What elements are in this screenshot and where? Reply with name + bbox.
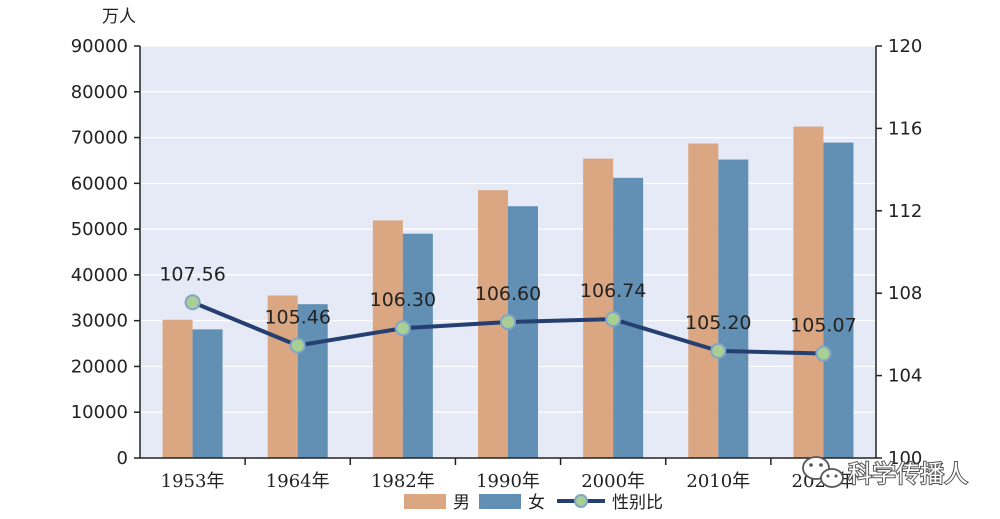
watermark-text: 科学传播人 [848, 460, 968, 488]
right-axis-tick-label: 104 [888, 366, 922, 387]
male-bar [162, 319, 193, 458]
left-axis-tick-label: 80000 [71, 82, 128, 103]
sex-ratio-data-label: 105.46 [264, 307, 330, 329]
sex-ratio-marker [500, 314, 516, 331]
right-axis-tick-label: 108 [888, 283, 922, 304]
male-bar [688, 143, 719, 459]
legend-label-sex-ratio: 性别比 [612, 493, 663, 513]
category-label: 1982年 [371, 471, 435, 492]
sex-ratio-marker [184, 294, 201, 311]
right-axis-tick-label: 112 [888, 201, 922, 222]
sex-ratio-marker [394, 320, 411, 337]
category-label: 2000年 [581, 471, 645, 492]
male-bar [793, 126, 824, 459]
left-axis-tick-label: 50000 [71, 219, 128, 240]
legend-label-male: 男 [453, 493, 470, 513]
watermark: 科学传播人 [802, 456, 969, 489]
left-axis-tick-label: 40000 [71, 265, 128, 286]
right-axis-tick-label: 116 [888, 118, 922, 139]
male-bar [267, 295, 298, 458]
wechat-icon [802, 456, 844, 488]
sex-ratio-line [184, 294, 832, 362]
sex-ratio-marker [815, 345, 832, 362]
sex-ratio-marker [605, 311, 622, 328]
female-bar [297, 304, 328, 458]
category-label: 2010年 [686, 471, 750, 492]
sex-ratio-marker [710, 342, 727, 359]
legend-swatch-female [479, 494, 521, 509]
right-axis-tick-label: 120 [888, 36, 922, 57]
sex-ratio-marker [289, 337, 306, 354]
x-axis-ticks [244, 458, 772, 465]
legend-label-female: 女 [528, 493, 545, 513]
category-label: 1964年 [266, 471, 330, 492]
female-bar [192, 329, 223, 458]
legend-swatch-male [404, 494, 446, 509]
right-axis-tick-label: 100 [888, 448, 922, 469]
female-bar [508, 206, 538, 458]
bars [162, 126, 854, 459]
female-bar [402, 233, 433, 458]
sex-ratio-data-label: 106.60 [475, 283, 541, 305]
sex-ratio-data-label: 106.30 [370, 289, 436, 311]
female-bar [823, 142, 854, 458]
category-labels: 1953年1964年1982年1990年2000年2010年2020年 [161, 471, 856, 492]
left-axis-tick-labels: 0 10000 20000 30000 40000 50000 60000 70000 8000… [71, 36, 140, 469]
y-axis-unit-label: 万人 [102, 7, 136, 27]
data-labels: 107.56 105.46 106.30 106.60 106.74 105.20 105.… [159, 263, 856, 336]
left-axis-tick-label: 90000 [71, 36, 128, 57]
female-bar [718, 159, 749, 459]
left-axis-tick-label: 0 [117, 448, 128, 469]
category-label: 1990年 [476, 471, 540, 492]
left-axis-tick-label: 70000 [71, 128, 128, 149]
right-axis-tick-labels: 100 104 108 112 116 120 [876, 36, 922, 469]
legend-marker-sex-ratio [574, 494, 588, 508]
sex-ratio-data-label: 105.20 [685, 312, 751, 334]
legend: 男 女 性别比 [404, 493, 663, 513]
sex-ratio-data-label: 106.74 [580, 280, 646, 302]
left-axis-tick-label: 10000 [71, 402, 128, 423]
male-bar [372, 220, 403, 458]
left-axis-tick-label: 30000 [71, 311, 128, 332]
male-bar [583, 158, 614, 458]
left-axis-tick-label: 20000 [71, 356, 128, 377]
left-axis-tick-label: 60000 [71, 173, 128, 194]
category-label: 1953年 [161, 471, 225, 492]
sex-ratio-data-label: 107.56 [159, 263, 225, 285]
sex-ratio-data-label: 105.07 [790, 315, 856, 337]
